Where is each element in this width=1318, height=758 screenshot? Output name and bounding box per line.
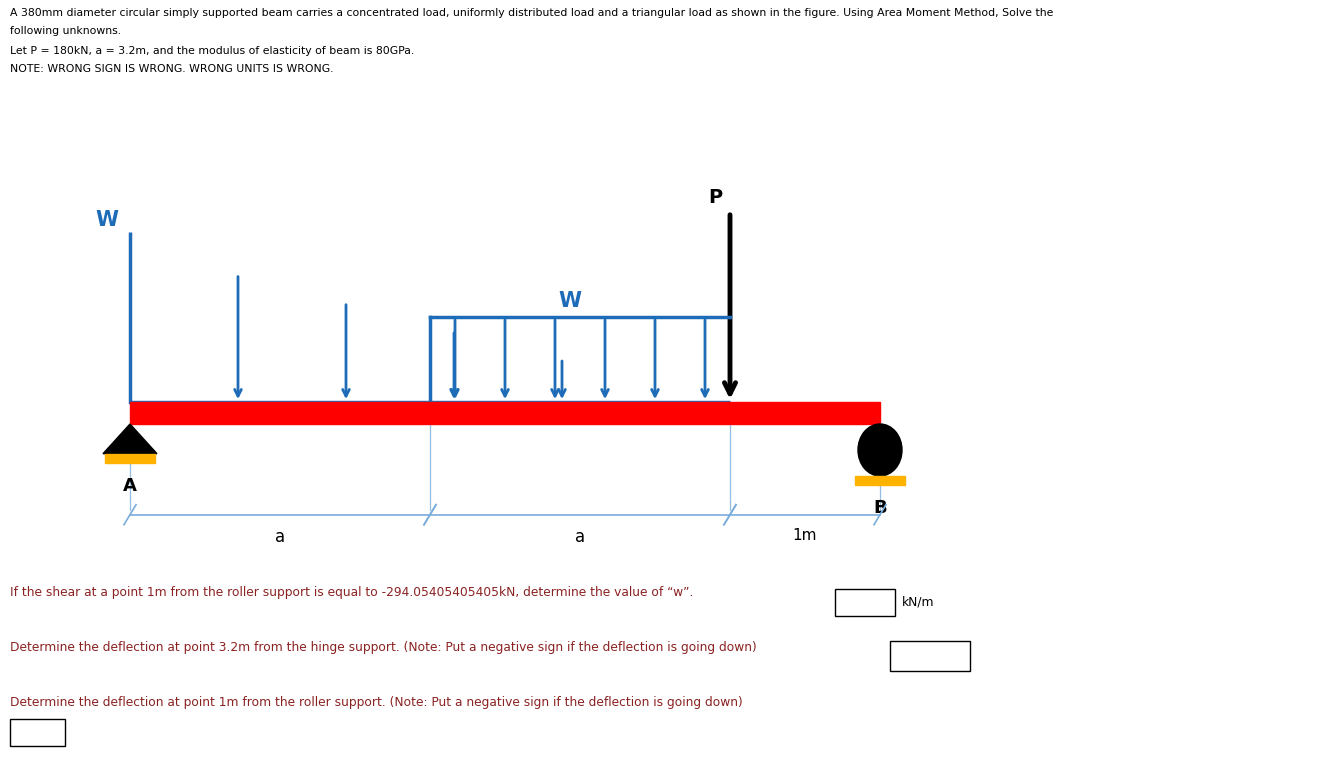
Text: following unknowns.: following unknowns. (11, 26, 121, 36)
Text: P: P (708, 188, 722, 207)
Text: NOTE: WRONG SIGN IS WRONG. WRONG UNITS IS WRONG.: NOTE: WRONG SIGN IS WRONG. WRONG UNITS I… (11, 64, 333, 74)
Text: Determine the deflection at point 3.2m from the hinge support. (Note: Put a nega: Determine the deflection at point 3.2m f… (11, 641, 757, 654)
Bar (130, 402, 880, 424)
Text: Let P = 180kN, a = 3.2m, and the modulus of elasticity of beam is 80GPa.: Let P = 180kN, a = 3.2m, and the modulus… (11, 46, 414, 56)
Text: A 380mm diameter circular simply supported beam carries a concentrated load, uni: A 380mm diameter circular simply support… (11, 8, 1053, 18)
Polygon shape (103, 424, 157, 454)
Text: Determine the deflection at point 1m from the roller support. (Note: Put a negat: Determine the deflection at point 1m fro… (11, 696, 743, 709)
Ellipse shape (858, 424, 902, 476)
Text: kN/m: kN/m (902, 596, 934, 609)
Text: W: W (559, 291, 581, 311)
Bar (890, 641, 970, 671)
Text: A: A (123, 477, 137, 495)
Bar (836, 589, 895, 616)
Text: a: a (275, 528, 285, 546)
Text: If the shear at a point 1m from the roller support is equal to -294.05405405405k: If the shear at a point 1m from the roll… (11, 586, 693, 599)
Text: B: B (874, 499, 887, 517)
Bar (105, 454, 156, 462)
Text: 1m: 1m (792, 528, 817, 543)
Text: W: W (95, 210, 119, 230)
Bar (855, 476, 905, 485)
Bar (11, 719, 65, 746)
Text: a: a (575, 528, 585, 546)
